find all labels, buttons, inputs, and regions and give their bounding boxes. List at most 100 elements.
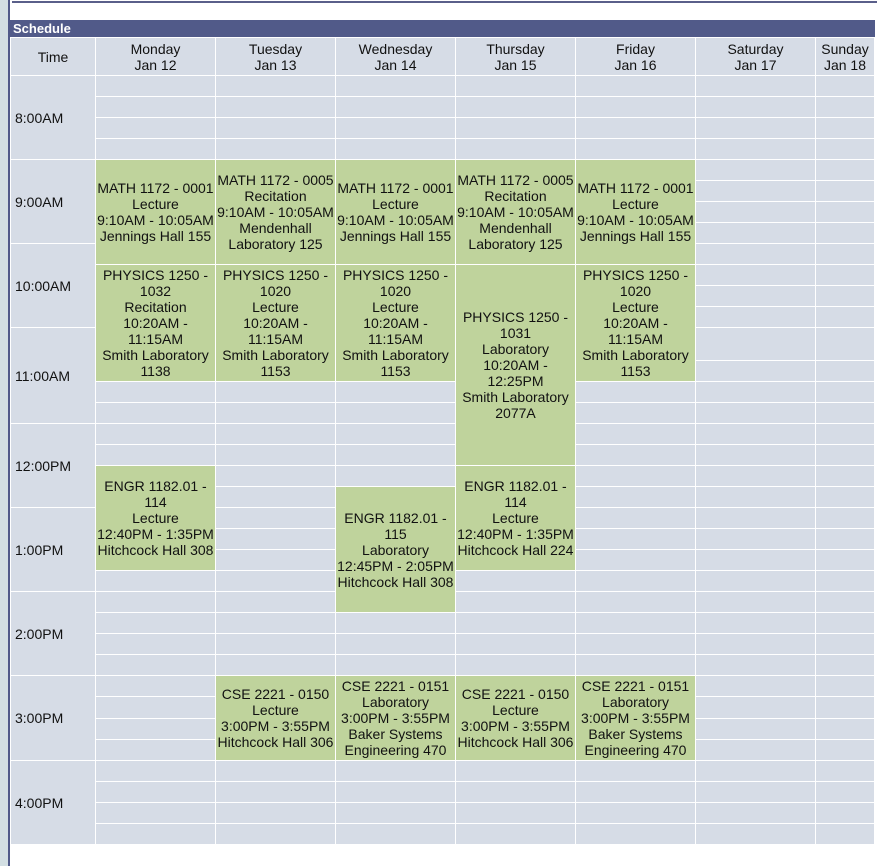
empty-slot[interactable] <box>815 549 875 571</box>
empty-slot[interactable] <box>695 117 816 139</box>
empty-slot[interactable] <box>695 570 816 592</box>
empty-slot[interactable] <box>215 423 336 445</box>
empty-slot[interactable] <box>815 402 875 424</box>
empty-slot[interactable] <box>215 465 336 487</box>
empty-slot[interactable] <box>215 570 336 592</box>
empty-slot[interactable] <box>695 360 816 382</box>
empty-slot[interactable] <box>95 612 216 634</box>
class-event[interactable]: MATH 1172 - 0001 Lecture 9:10AM - 10:05AM J… <box>95 159 216 265</box>
empty-slot[interactable] <box>335 612 456 634</box>
empty-slot[interactable] <box>575 570 696 592</box>
empty-slot[interactable] <box>575 781 696 803</box>
empty-slot[interactable] <box>215 591 336 613</box>
empty-slot[interactable] <box>575 486 696 508</box>
empty-slot[interactable] <box>815 738 875 762</box>
empty-slot[interactable] <box>815 201 875 223</box>
empty-slot[interactable] <box>335 117 456 139</box>
empty-slot[interactable] <box>95 760 216 782</box>
empty-slot[interactable] <box>455 117 576 139</box>
empty-slot[interactable] <box>695 159 816 181</box>
empty-slot[interactable] <box>815 591 875 613</box>
empty-slot[interactable] <box>815 823 875 845</box>
empty-slot[interactable] <box>815 138 875 160</box>
empty-slot[interactable] <box>695 760 816 782</box>
empty-slot[interactable] <box>815 486 875 508</box>
empty-slot[interactable] <box>215 117 336 139</box>
empty-slot[interactable] <box>575 802 696 824</box>
empty-slot[interactable] <box>815 465 875 487</box>
empty-slot[interactable] <box>95 781 216 803</box>
empty-slot[interactable] <box>695 549 816 571</box>
empty-slot[interactable] <box>215 633 336 655</box>
empty-slot[interactable] <box>455 96 576 118</box>
empty-slot[interactable] <box>695 243 816 265</box>
empty-slot[interactable] <box>575 381 696 403</box>
empty-slot[interactable] <box>695 633 816 655</box>
empty-slot[interactable] <box>695 306 816 328</box>
empty-slot[interactable] <box>815 444 875 466</box>
empty-slot[interactable] <box>455 802 576 824</box>
empty-slot[interactable] <box>695 802 816 824</box>
empty-slot[interactable] <box>455 781 576 803</box>
empty-slot[interactable] <box>575 528 696 550</box>
empty-slot[interactable] <box>695 402 816 424</box>
empty-slot[interactable] <box>695 674 816 698</box>
class-event[interactable]: PHYSICS 1250 - 1020 Lecture 10:20AM - 11:1… <box>575 264 696 382</box>
empty-slot[interactable] <box>815 717 875 740</box>
empty-slot[interactable] <box>455 654 576 676</box>
empty-slot[interactable] <box>215 802 336 824</box>
empty-slot[interactable] <box>335 633 456 655</box>
empty-slot[interactable] <box>695 591 816 613</box>
class-event[interactable]: ENGR 1182.01 - 114 Lecture 12:40PM - 1:35P… <box>455 465 576 571</box>
empty-slot[interactable] <box>815 381 875 403</box>
empty-slot[interactable] <box>95 696 216 719</box>
empty-slot[interactable] <box>575 402 696 424</box>
empty-slot[interactable] <box>695 222 816 244</box>
empty-slot[interactable] <box>95 674 216 698</box>
class-event[interactable]: MATH 1172 - 0001 Lecture 9:10AM - 10:05AM J… <box>575 159 696 265</box>
empty-slot[interactable] <box>455 633 576 655</box>
empty-slot[interactable] <box>95 138 216 160</box>
empty-slot[interactable] <box>815 802 875 824</box>
empty-slot[interactable] <box>95 591 216 613</box>
empty-slot[interactable] <box>815 285 875 307</box>
empty-slot[interactable] <box>815 159 875 181</box>
empty-slot[interactable] <box>695 75 816 97</box>
empty-slot[interactable] <box>575 96 696 118</box>
empty-slot[interactable] <box>95 738 216 762</box>
empty-slot[interactable] <box>815 570 875 592</box>
empty-slot[interactable] <box>815 306 875 328</box>
empty-slot[interactable] <box>455 591 576 613</box>
empty-slot[interactable] <box>215 549 336 571</box>
empty-slot[interactable] <box>335 402 456 424</box>
empty-slot[interactable] <box>695 381 816 403</box>
empty-slot[interactable] <box>95 717 216 740</box>
empty-slot[interactable] <box>815 117 875 139</box>
empty-slot[interactable] <box>815 360 875 382</box>
empty-slot[interactable] <box>575 654 696 676</box>
empty-slot[interactable] <box>575 117 696 139</box>
empty-slot[interactable] <box>335 423 456 445</box>
empty-slot[interactable] <box>815 674 875 698</box>
empty-slot[interactable] <box>695 264 816 286</box>
empty-slot[interactable] <box>215 75 336 97</box>
empty-slot[interactable] <box>815 633 875 655</box>
empty-slot[interactable] <box>95 570 216 592</box>
empty-slot[interactable] <box>815 612 875 634</box>
empty-slot[interactable] <box>455 138 576 160</box>
empty-slot[interactable] <box>575 591 696 613</box>
empty-slot[interactable] <box>815 96 875 118</box>
empty-slot[interactable] <box>95 381 216 403</box>
empty-slot[interactable] <box>95 654 216 676</box>
empty-slot[interactable] <box>95 423 216 445</box>
empty-slot[interactable] <box>815 222 875 244</box>
empty-slot[interactable] <box>455 570 576 592</box>
empty-slot[interactable] <box>335 444 456 466</box>
empty-slot[interactable] <box>215 612 336 634</box>
empty-slot[interactable] <box>695 201 816 223</box>
empty-slot[interactable] <box>335 654 456 676</box>
empty-slot[interactable] <box>215 528 336 550</box>
class-event[interactable]: CSE 2221 - 0150 Lecture 3:00PM - 3:55PM Hit… <box>455 675 576 761</box>
empty-slot[interactable] <box>575 760 696 782</box>
empty-slot[interactable] <box>695 528 816 550</box>
